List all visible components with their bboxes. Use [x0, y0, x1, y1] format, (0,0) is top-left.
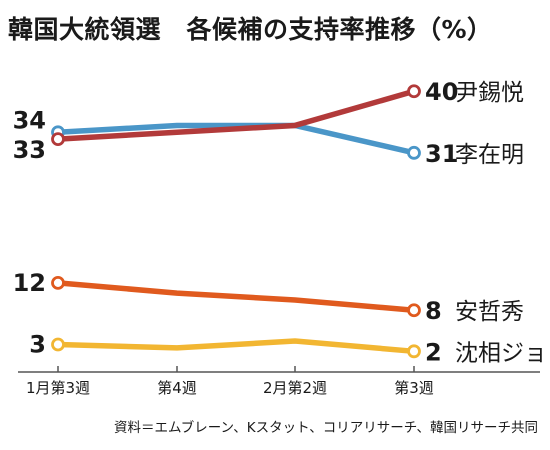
x-tick-label: 第4週: [157, 379, 197, 397]
start-marker-yoon-suk-yeol: [51, 132, 65, 147]
end-value-yoon-suk-yeol: 40: [425, 78, 458, 106]
start-value-sim-sang-jung: 3: [29, 330, 46, 358]
x-axis: 1月第3週 第4週 2月第2週 第3週: [18, 366, 540, 397]
end-marker-yoon-suk-yeol: [407, 84, 421, 99]
start-marker-ahn-cheol-soo: [51, 275, 65, 290]
start-value-ahn-cheol-soo: 12: [13, 269, 46, 297]
end-value-sim-sang-jung: 2: [425, 338, 442, 366]
end-marker-sim-sang-jung: [407, 344, 421, 359]
series-line-lee-jae-myung: [55, 122, 417, 156]
x-tick-label: 第3週: [394, 379, 434, 397]
x-tick-label: 1月第3週: [26, 379, 90, 397]
end-value-lee-jae-myung: 31: [425, 140, 458, 168]
series-line-ahn-cheol-soo: [55, 280, 417, 313]
start-marker-sim-sang-jung: [51, 337, 65, 352]
chart-title: 韓国大統領選 各候補の支持率推移（%）: [8, 15, 493, 44]
series-name-sim-sang-jung: 沈相ジョン: [455, 340, 550, 366]
series-lines: [51, 84, 421, 359]
end-marker-ahn-cheol-soo: [407, 303, 421, 318]
series-line-sim-sang-jung: [55, 338, 417, 355]
source-note: 資料＝エムブレーン、Kスタット、コリアリサーチ、韓国リサーチ共同: [114, 420, 538, 436]
series-name-yoon-suk-yeol: 尹錫悦: [455, 80, 524, 106]
series-name-lee-jae-myung: 李在明: [455, 142, 524, 168]
series-name-ahn-cheol-soo: 安哲秀: [455, 299, 524, 325]
series-line-yoon-suk-yeol: [55, 88, 417, 142]
end-value-ahn-cheol-soo: 8: [425, 297, 442, 325]
start-value-yoon-suk-yeol: 33: [13, 136, 46, 164]
end-marker-lee-jae-myung: [407, 145, 421, 160]
start-value-lee-jae-myung: 34: [13, 106, 46, 134]
x-tick-label: 2月第2週: [263, 379, 327, 397]
